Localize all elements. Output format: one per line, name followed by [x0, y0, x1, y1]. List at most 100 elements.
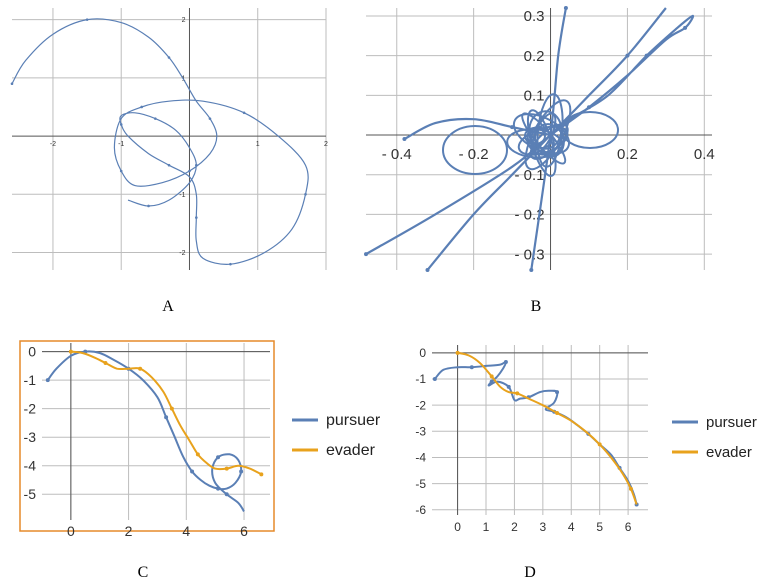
- series-0-point: [586, 105, 591, 110]
- legend-label-evader: evader: [326, 442, 376, 459]
- legend-label-evader: evader: [706, 444, 752, 461]
- series-0-point: [188, 169, 191, 173]
- pursuer-point: [164, 415, 169, 420]
- pursuer-point: [506, 384, 511, 389]
- legend-label-pursuer: pursuer: [706, 414, 757, 431]
- pursuer-point: [224, 492, 229, 497]
- y-tick-label: - 0.2: [515, 207, 545, 224]
- evader-point: [68, 349, 73, 354]
- panel-a-chart: -2 -1 1 221-1-2: [10, 8, 328, 270]
- x-tick-label: - 0.4: [382, 146, 412, 163]
- evader-line: [457, 351, 638, 505]
- y-tick-label: 0.3: [524, 8, 545, 25]
- series-3-point: [402, 137, 407, 141]
- legend-label-pursuer: pursuer: [326, 412, 381, 429]
- series-0-point: [167, 163, 171, 167]
- series-0-point: [364, 252, 368, 257]
- series-0-point: [85, 18, 89, 21]
- evader-point: [489, 374, 494, 379]
- loop-curve: [526, 109, 557, 177]
- series-2-line: [530, 7, 567, 271]
- series-0-point: [195, 216, 198, 219]
- pursuer-point: [503, 360, 508, 364]
- x-tick-label: -1: [118, 141, 124, 148]
- y-tick-label: -5: [24, 486, 37, 502]
- series-0-point: [147, 204, 150, 208]
- series-0-point: [119, 123, 123, 126]
- evader-point: [555, 411, 560, 415]
- series-0-point: [304, 193, 307, 196]
- x-tick-label: 0.2: [617, 146, 638, 163]
- pursuer-point: [432, 377, 437, 381]
- evader-point: [597, 442, 602, 447]
- pursuer-line: [46, 350, 245, 512]
- loop-curve: [512, 113, 570, 155]
- series-0-point: [167, 56, 171, 59]
- series-0-line: [11, 18, 309, 265]
- loop-curve: [442, 125, 508, 175]
- x-tick-label: 0: [67, 523, 75, 539]
- panel-label-c: C: [138, 564, 149, 581]
- evader-point: [455, 350, 460, 355]
- y-tick-label: - 0.1: [515, 167, 545, 184]
- x-tick-label: 4: [182, 523, 190, 539]
- panel-c-frame: [19, 340, 275, 532]
- x-tick-label: 2: [125, 523, 133, 539]
- pursuer-point: [239, 469, 244, 474]
- evader-point: [169, 406, 174, 411]
- y-tick-label: - 0.3: [515, 246, 545, 263]
- y-tick-label: 0: [28, 343, 36, 359]
- y-tick-label: 0: [419, 346, 426, 360]
- pursuer-point: [216, 455, 221, 460]
- x-tick-label: 2: [511, 520, 518, 534]
- series-2-point: [563, 6, 568, 10]
- panel-label-b: B: [531, 298, 542, 315]
- y-tick-label: -1: [179, 192, 185, 199]
- evader-point: [259, 472, 264, 477]
- x-tick-label: 1: [483, 520, 490, 534]
- series-0-point: [140, 105, 143, 109]
- y-tick-label: -2: [179, 250, 185, 257]
- series-0-point: [683, 25, 688, 30]
- y-tick-label: -4: [24, 458, 37, 474]
- x-tick-label: 1: [256, 141, 260, 148]
- series-0-line: [365, 14, 695, 256]
- y-tick-label: -2: [415, 398, 426, 412]
- pursuer-point: [489, 379, 494, 384]
- y-tick-label: 0.1: [524, 88, 545, 105]
- pursuer-point: [216, 486, 221, 491]
- series-0-point: [10, 82, 14, 85]
- evader-point: [138, 366, 143, 371]
- series-1-point: [625, 53, 630, 58]
- panel-label-a: A: [162, 298, 174, 315]
- x-tick-label: 0: [454, 520, 461, 534]
- y-tick-label: -6: [415, 503, 426, 517]
- x-tick-label: 6: [240, 523, 248, 539]
- pursuer-point: [190, 469, 195, 474]
- x-tick-label: 6: [625, 520, 632, 534]
- series-0-point: [644, 53, 649, 58]
- series-2-point: [529, 268, 534, 272]
- series-0-point: [229, 262, 232, 266]
- y-tick-label: -5: [415, 477, 426, 491]
- series-1-point: [425, 268, 430, 272]
- evader-point: [628, 486, 633, 491]
- series-0-point: [119, 169, 123, 173]
- series-1-line: [426, 7, 667, 271]
- pursuer-point: [555, 390, 560, 395]
- evader-point: [224, 466, 229, 471]
- loop-curve: [524, 99, 572, 171]
- pursuer-line: [434, 360, 638, 505]
- y-tick-label: -1: [24, 372, 37, 388]
- series-0-point: [154, 117, 157, 120]
- x-tick-label: 0.4: [694, 146, 715, 163]
- y-tick-label: -4: [415, 451, 426, 465]
- x-tick-label: -2: [50, 141, 56, 148]
- y-tick-label: -3: [24, 429, 37, 445]
- series-0-point: [242, 111, 246, 115]
- evader-point: [195, 452, 200, 457]
- x-tick-label: 3: [539, 520, 546, 534]
- x-tick-label: 4: [568, 520, 575, 534]
- y-tick-label: -2: [24, 401, 37, 417]
